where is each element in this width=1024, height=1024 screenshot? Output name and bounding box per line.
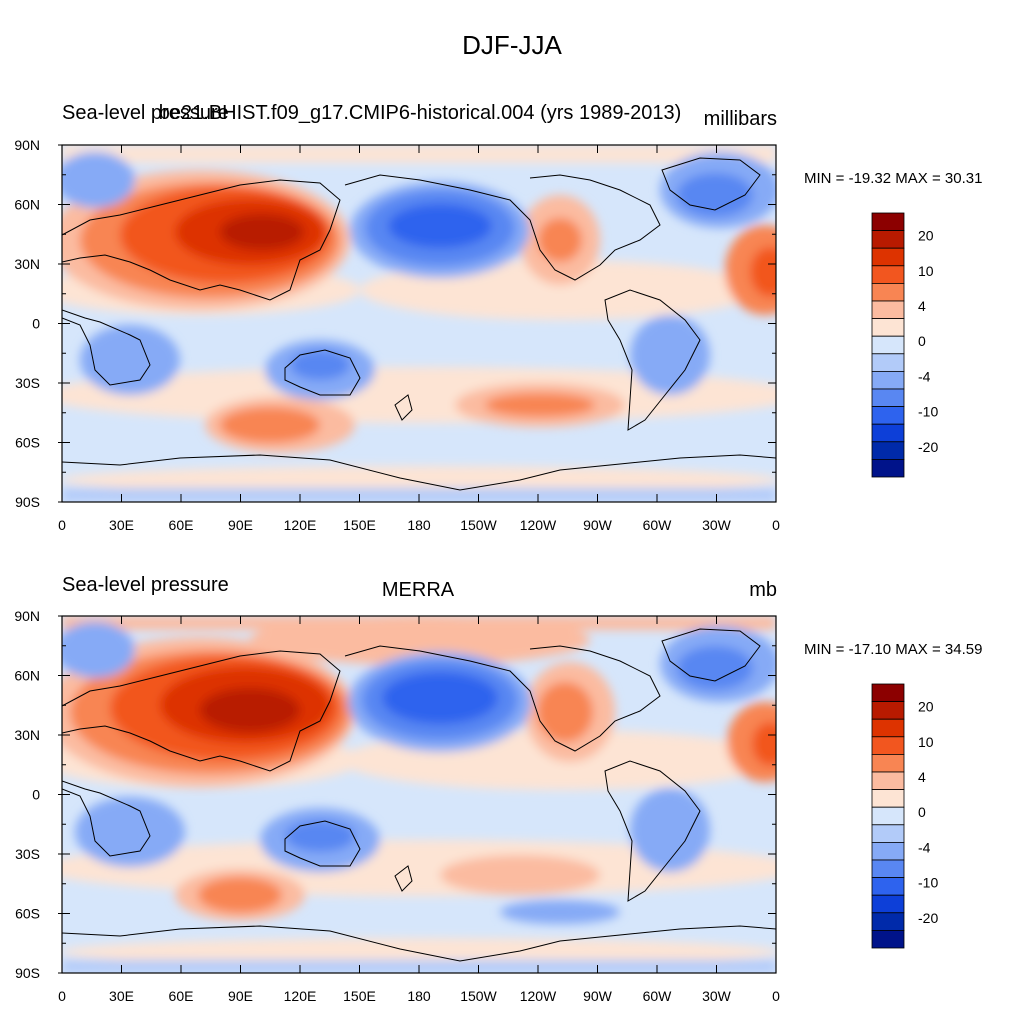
lat-tick-label: 90S — [15, 965, 40, 981]
panel-2-map: 90N 60N 30N 0 30S 60S 90S 0 30E 60E 90E 120E 150E 180… — [14, 608, 780, 1004]
lon-tick-label: 120W — [520, 517, 557, 533]
colorbar-box — [871, 230, 905, 249]
lon-tick-label: 150W — [460, 988, 497, 1004]
lat-tick-label: 30N — [14, 256, 40, 272]
panel-2-left-title: Sea-level pressure — [62, 574, 229, 596]
lat-tick-label: 30S — [15, 846, 40, 862]
lon-tick-label: 0 — [772, 988, 780, 1004]
lat-tick-label: 90N — [14, 608, 40, 624]
colorbar-box — [871, 754, 905, 773]
panel-1-colorbar: 20 10 4 0 -4 -10 -20 — [871, 212, 938, 478]
colorbar-label: -4 — [918, 839, 931, 855]
panel-2-units: mb — [749, 579, 777, 601]
colorbar-box — [871, 894, 905, 914]
colorbar-box — [871, 423, 905, 443]
colorbar-box — [871, 736, 905, 755]
colorbar-box — [871, 335, 905, 355]
colorbar-box — [871, 458, 905, 478]
lat-tick-label: 0 — [32, 787, 40, 803]
lat-tick-label: 30N — [14, 727, 40, 743]
lon-tick-label: 0 — [58, 988, 66, 1004]
colorbar-label: 4 — [918, 298, 926, 314]
panel-1-min-max: MIN = -19.32 MAX = 30.31 — [804, 170, 983, 187]
panel-1-center-title: be21.BHIST.f09_g17.CMIP6-historical.004 … — [158, 102, 682, 124]
lat-tick-label: 60S — [15, 435, 40, 451]
colorbar-box — [871, 247, 905, 267]
colorbar-label: 0 — [918, 804, 926, 820]
panel-1-map: 90N 60N 30N 0 30S 60S 90S 0 30E 60E 90E 120E 150E 180… — [14, 137, 780, 533]
lat-tick-label: 90N — [14, 137, 40, 153]
colorbar-label: 0 — [918, 333, 926, 349]
lat-tick-label: 30S — [15, 375, 40, 391]
lon-tick-label: 90E — [228, 517, 253, 533]
colorbar-label: -20 — [918, 910, 938, 926]
lon-tick-label: 60W — [643, 517, 673, 533]
colorbar-box — [871, 806, 905, 826]
lon-tick-label: 30W — [702, 517, 732, 533]
lon-tick-label: 60E — [169, 517, 194, 533]
lon-tick-label: 180 — [407, 517, 431, 533]
colorbar-box — [871, 842, 905, 861]
lon-tick-label: 150E — [343, 988, 376, 1004]
colorbar-box — [871, 282, 905, 302]
colorbar-box — [871, 441, 905, 460]
lat-tick-label: 60N — [14, 197, 40, 213]
colorbar-box — [871, 265, 905, 284]
lon-tick-label: 60E — [169, 988, 194, 1004]
colorbar-box — [871, 877, 905, 896]
lon-tick-label: 150W — [460, 517, 497, 533]
lon-tick-label: 90W — [583, 988, 613, 1004]
colorbar-box — [871, 912, 905, 931]
colorbar-label: 10 — [918, 734, 934, 750]
lon-tick-label: 120E — [284, 517, 317, 533]
colorbar-label: -20 — [918, 439, 938, 455]
panel-2-colorbar: 20 10 4 0 -4 -10 -20 — [871, 683, 938, 949]
lon-tick-label: 0 — [58, 517, 66, 533]
lon-tick-label: 30E — [109, 988, 134, 1004]
colorbar-box — [871, 789, 905, 808]
lon-tick-label: 30E — [109, 517, 134, 533]
colorbar-box — [871, 930, 905, 949]
colorbar-label: -10 — [918, 875, 938, 891]
lon-tick-label: 120E — [284, 988, 317, 1004]
colorbar-label: 20 — [918, 699, 934, 715]
colorbar-label: -10 — [918, 404, 938, 420]
colorbar-box — [871, 370, 905, 390]
colorbar-box — [871, 859, 905, 879]
lon-tick-label: 90E — [228, 988, 253, 1004]
colorbar-box — [871, 300, 905, 320]
panel-1-left-title: Sea-level pressure — [62, 102, 229, 124]
colorbar-box — [871, 683, 905, 703]
colorbar-box — [871, 388, 905, 408]
colorbar-label: 20 — [918, 228, 934, 244]
lon-tick-label: 0 — [772, 517, 780, 533]
panel-2-center-title: MERRA — [381, 579, 455, 601]
colorbar-box — [871, 212, 905, 232]
lon-tick-label: 30W — [702, 988, 732, 1004]
colorbar-box — [871, 318, 905, 337]
colorbar-label: 10 — [918, 263, 934, 279]
colorbar-box — [871, 701, 905, 720]
lat-tick-label: 0 — [32, 316, 40, 332]
colorbar-box — [871, 824, 905, 843]
colorbar-box — [871, 771, 905, 791]
lon-tick-label: 60W — [643, 988, 673, 1004]
colorbar-box — [871, 718, 905, 738]
colorbar-box — [871, 353, 905, 372]
lon-tick-label: 90W — [583, 517, 613, 533]
lon-tick-label: 120W — [520, 988, 557, 1004]
colorbar-label: -4 — [918, 368, 931, 384]
figure-title: DJF-JJA — [462, 30, 562, 60]
lat-tick-label: 90S — [15, 494, 40, 510]
lat-tick-label: 60N — [14, 668, 40, 684]
lon-tick-label: 150E — [343, 517, 376, 533]
colorbar-box — [871, 406, 905, 425]
lat-tick-label: 60S — [15, 906, 40, 922]
lon-tick-label: 180 — [407, 988, 431, 1004]
colorbar-label: 4 — [918, 769, 926, 785]
panel-1-units: millibars — [703, 108, 777, 130]
panel-2-min-max: MIN = -17.10 MAX = 34.59 — [804, 641, 983, 658]
